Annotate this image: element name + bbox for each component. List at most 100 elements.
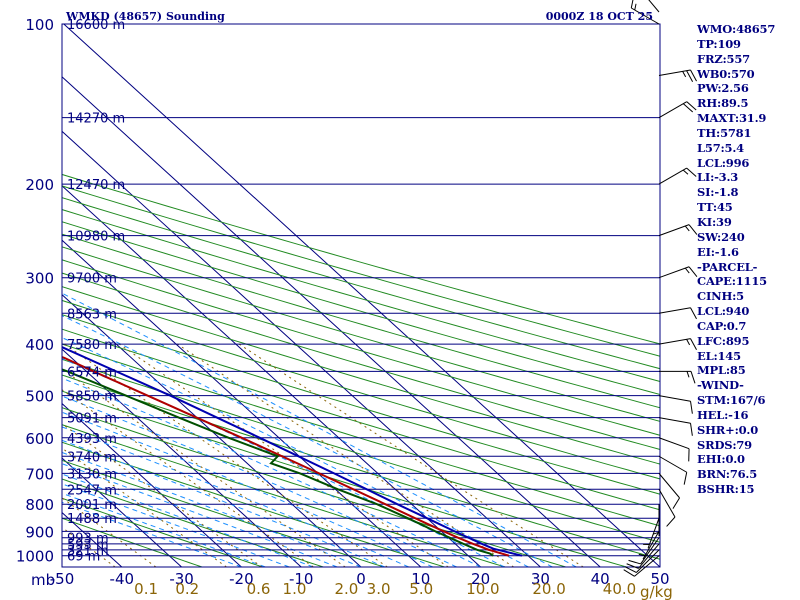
temperature-tick-label: 20: [471, 570, 490, 588]
wind-barb: [658, 473, 680, 509]
wind-barb: [658, 437, 690, 462]
dry-adiabat-line: [62, 173, 660, 345]
moist-adiabat-line: [62, 426, 410, 567]
pressure-tick-label: 100: [25, 16, 54, 34]
temperature-tick-label: -40: [110, 570, 135, 588]
temperature-tick-label: 10: [411, 570, 430, 588]
isotherm-line: [62, 348, 302, 567]
dry-adiabat-line: [62, 497, 263, 567]
height-label: 6574 m: [67, 365, 117, 380]
mixing-ratio-tick-label: 5.0: [409, 580, 433, 598]
index-item: SHR+:0.0: [697, 422, 759, 437]
wind-barb: [658, 101, 697, 119]
wind-barb: [658, 455, 688, 485]
height-label: 593 m: [67, 538, 109, 553]
height-label: 7580 m: [67, 338, 117, 353]
temperature-tick-label: -50: [50, 570, 75, 588]
mixing-ratio-tick-label: 0.1: [134, 580, 158, 598]
isotherm-line: [62, 239, 422, 567]
pressure-tick-label: 600: [25, 430, 54, 448]
dry-adiabat-line: [62, 390, 627, 567]
index-item: FRZ:557: [697, 51, 750, 66]
wind-barb: [648, 0, 660, 13]
moist-adiabat-line: [62, 377, 481, 567]
wind-barb: [658, 489, 676, 527]
index-item: TT:45: [697, 200, 733, 215]
mixing-ratio-unit-label: g/kg: [640, 583, 673, 600]
mixing-ratio-labels: 0.1 0.2 0.6 1.0 2.0 3.0 5.0 10.0 20.0 40.0: [134, 580, 636, 598]
index-item: CAP:0.7: [697, 318, 747, 333]
mixing-ratio-tick-label: 0.6: [247, 580, 271, 598]
height-label: 5850 m: [67, 390, 117, 405]
mixing-ratio-tick-label: 40.0: [603, 580, 636, 598]
height-label: 3130 m: [67, 467, 117, 482]
dry-adiabat-line: [62, 209, 660, 383]
height-label: 993 m: [67, 532, 109, 547]
wind-barb: [658, 69, 697, 83]
height-label: 4393 m: [67, 432, 117, 447]
isotherm-line: [63, 24, 660, 567]
temperature-tick-label: 0: [356, 570, 366, 588]
sounding-indices: WMO:48657 TP:109 FRZ:557 WB0:570 PW:2.56 RH:8…: [697, 22, 799, 497]
wind-barb: [658, 417, 693, 436]
height-label: 5091 m: [67, 412, 117, 427]
index-item: LFC:895: [697, 333, 750, 348]
height-label: 2001 m: [67, 498, 117, 513]
isotherm-line: [62, 402, 242, 567]
pressure-tick-label: 400: [25, 336, 54, 354]
moist-adiabat-line: [62, 463, 338, 567]
index-item: LCL:996: [697, 155, 750, 170]
plot-frame: [61, 23, 661, 568]
wind-barb: [658, 307, 697, 320]
mixing-ratio-line: [62, 423, 263, 567]
moist-adiabat-line: [62, 473, 314, 567]
height-label: 10980 m: [67, 230, 125, 245]
index-item: EI:-1.6: [697, 244, 739, 259]
index-item: WB0:570: [697, 66, 755, 81]
height-label: 2547 m: [67, 483, 117, 498]
mixing-ratio-line: [62, 389, 314, 567]
temperature-tick-label: 50: [650, 570, 669, 588]
height-label: 1488 m: [67, 512, 117, 527]
dry-adiabat-line: [62, 314, 660, 495]
isobars: [62, 23, 660, 557]
height-label: 3740 m: [67, 450, 117, 465]
pressure-tick-labels: 1000 900 800 700 600 500 400 300 200 100: [16, 16, 54, 566]
temperature-tick-label: -30: [169, 570, 194, 588]
mixing-ratio-line: [62, 447, 227, 567]
wind-barb: [658, 167, 697, 185]
wind-barb: [626, 543, 660, 569]
index-item: SRDS:79: [697, 437, 752, 452]
mixing-ratio-tick-label: 1.0: [283, 580, 307, 598]
dry-adiabat-line: [62, 221, 660, 396]
pressure-unit-label: mb: [31, 571, 55, 589]
dry-adiabat-line: [62, 441, 445, 567]
index-item: RH:89.5: [697, 96, 749, 111]
wind-barb: [658, 266, 698, 279]
index-item: LCL:940: [697, 304, 750, 319]
mixing-ratio-tick-label: 10.0: [466, 580, 499, 598]
wind-barbs: [623, 0, 698, 577]
height-label: 14270 m: [67, 112, 125, 127]
pressure-tick-label: 800: [25, 496, 54, 514]
temperature-tick-label: -20: [229, 570, 254, 588]
temperature-tick-label: 40: [591, 570, 610, 588]
dry-adiabat-line: [62, 286, 660, 465]
height-label: 8563 m: [67, 307, 117, 322]
index-item: PW:2.56: [697, 81, 749, 96]
chart-subtitle: 0000Z 18 OCT 25: [546, 10, 653, 23]
dry-adiabat-line: [62, 272, 660, 450]
index-item: SI:-1.8: [697, 185, 739, 200]
dry-adiabat-line: [62, 328, 660, 511]
isotherm-line: [62, 76, 601, 567]
isotherm-line: [62, 294, 362, 567]
isotherm-line: [62, 130, 541, 567]
pressure-tick-label: 500: [25, 388, 54, 406]
index-item: -PARCEL-: [697, 259, 758, 274]
height-label: 9700 m: [67, 272, 117, 287]
wind-barb: [658, 338, 697, 350]
wind-barb: [658, 224, 698, 237]
dry-adiabat-line: [62, 358, 660, 543]
temperature-tick-label: -10: [289, 570, 314, 588]
dry-adiabat-line: [62, 424, 506, 567]
